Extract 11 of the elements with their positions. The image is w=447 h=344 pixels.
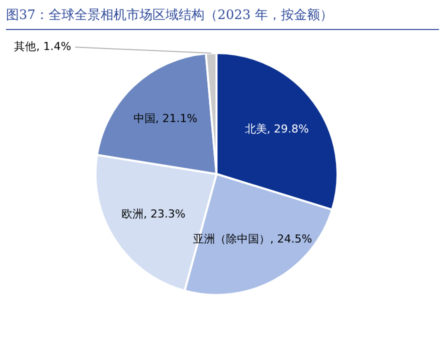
slice-label: 亚洲（除中国） — [193, 232, 270, 246]
data-label: , 24.5% — [270, 232, 312, 246]
slice-label: 其他 — [14, 40, 36, 53]
data-label: , 21.1% — [155, 112, 198, 125]
data-label: , 29.8% — [266, 122, 309, 136]
slice-label: 欧洲 — [121, 208, 144, 221]
slice-label: 中国 — [133, 112, 156, 125]
chart-title: 图37：全球全景相机市场区域结构（2023 年，按金额） — [6, 6, 439, 30]
data-label: , 1.4% — [36, 40, 72, 53]
slice-label: 北美 — [244, 122, 267, 136]
data-label: , 23.3% — [143, 208, 186, 221]
